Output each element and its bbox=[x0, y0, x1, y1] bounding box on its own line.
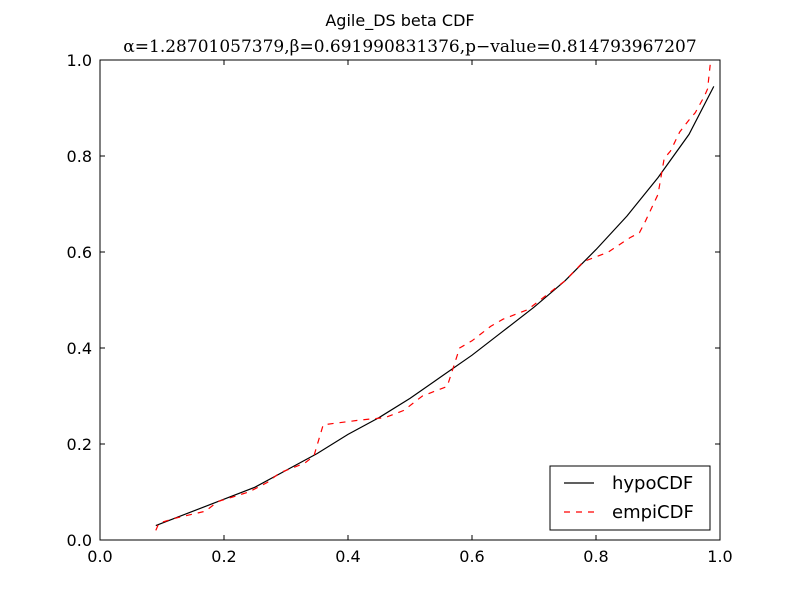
series-line-hypocdf bbox=[155, 86, 715, 527]
y-tick-label: 0.6 bbox=[67, 243, 92, 262]
chart-subtitle: α=1.28701057379,β=0.691990831376,p−value… bbox=[123, 37, 696, 57]
series-layer bbox=[155, 59, 715, 531]
legend-label-hypocdf: hypoCDF bbox=[612, 473, 693, 494]
y-tick-label: 0.0 bbox=[67, 531, 92, 550]
x-tick-label: 1.0 bbox=[707, 547, 732, 566]
y-tick-label: 0.8 bbox=[67, 147, 92, 166]
tick-layer: 0.0 0.2 0.4 0.6 0.8 1.0 0.0 0.2 0.4 0.6 0.8 1.0 bbox=[67, 51, 733, 566]
legend-box bbox=[549, 465, 711, 531]
chart-title: Agile_DS beta CDF bbox=[325, 11, 474, 31]
x-tick-label: 0.6 bbox=[459, 547, 484, 566]
x-tick-label: 0.2 bbox=[211, 547, 236, 566]
series-line-empicdf bbox=[155, 59, 712, 531]
x-tick-label: 0.0 bbox=[87, 547, 112, 566]
x-tick-label: 0.8 bbox=[583, 547, 608, 566]
x-tick-label: 0.4 bbox=[335, 547, 360, 566]
legend-label-empicdf: empiCDF bbox=[612, 502, 694, 523]
plot-frame bbox=[99, 59, 721, 541]
y-tick-label: 1.0 bbox=[67, 51, 92, 70]
y-tick-label: 0.2 bbox=[67, 435, 92, 454]
y-tick-label: 0.4 bbox=[67, 339, 92, 358]
legend: hypoCDF empiCDF bbox=[549, 465, 711, 531]
